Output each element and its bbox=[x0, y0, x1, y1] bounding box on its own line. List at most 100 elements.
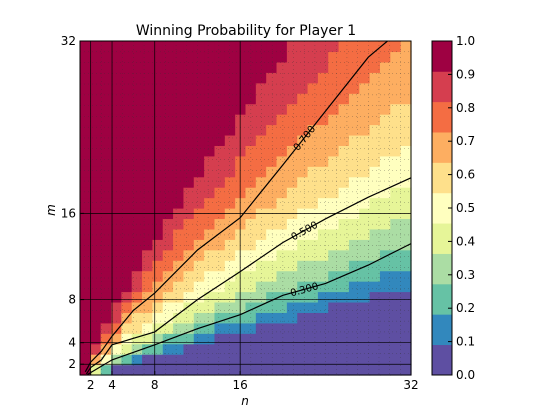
heatmap-cell bbox=[328, 134, 340, 146]
heatmap-cell bbox=[338, 291, 350, 303]
heatmap-cell bbox=[338, 176, 350, 188]
heatmap-cell bbox=[100, 103, 112, 115]
heatmap-cell bbox=[80, 187, 91, 199]
heatmap-cell bbox=[235, 322, 247, 334]
heatmap-cell bbox=[348, 124, 360, 136]
heatmap-cell bbox=[121, 301, 133, 313]
heatmap-cell bbox=[121, 239, 133, 251]
heatmap-cell bbox=[307, 166, 319, 178]
colorbar-tick-label: 0.3 bbox=[456, 268, 475, 282]
heatmap-cell bbox=[317, 260, 329, 272]
heatmap-cell bbox=[307, 333, 319, 345]
heatmap-cell bbox=[390, 354, 402, 366]
heatmap-cell bbox=[255, 228, 267, 240]
heatmap-cell bbox=[266, 364, 278, 376]
heatmap-cell bbox=[297, 270, 309, 282]
heatmap-cell bbox=[162, 239, 174, 251]
heatmap-cell bbox=[338, 270, 350, 282]
heatmap-cell bbox=[307, 124, 319, 136]
heatmap-cell bbox=[297, 114, 309, 126]
heatmap-cell bbox=[152, 333, 164, 345]
heatmap-cell bbox=[235, 364, 247, 376]
heatmap-cell bbox=[348, 322, 360, 334]
heatmap-cell bbox=[142, 72, 153, 84]
heatmap-cell bbox=[255, 301, 267, 313]
heatmap-cell bbox=[100, 364, 112, 376]
heatmap-cell bbox=[204, 176, 216, 188]
heatmap-cell bbox=[255, 270, 267, 282]
heatmap-cell bbox=[338, 260, 350, 272]
heatmap-cell bbox=[204, 228, 216, 240]
heatmap-cell bbox=[152, 228, 164, 240]
heatmap-cell bbox=[369, 218, 381, 230]
heatmap-cell bbox=[111, 61, 122, 73]
heatmap-cell bbox=[204, 343, 216, 355]
heatmap-cell bbox=[359, 270, 371, 282]
heatmap-cell bbox=[204, 364, 216, 376]
heatmap-cell bbox=[204, 322, 216, 334]
heatmap-cell bbox=[286, 291, 298, 303]
heatmap-cell bbox=[348, 260, 360, 272]
heatmap-cell bbox=[338, 166, 350, 178]
heatmap-cell bbox=[214, 218, 226, 230]
heatmap-cell bbox=[359, 176, 371, 188]
heatmap-cell bbox=[348, 239, 360, 251]
heatmap-cell bbox=[307, 93, 319, 105]
heatmap-cell bbox=[80, 291, 91, 303]
heatmap-cell bbox=[235, 93, 247, 105]
heatmap-cell bbox=[286, 93, 298, 105]
heatmap-cell bbox=[90, 333, 102, 345]
heatmap-cell bbox=[369, 270, 381, 282]
y-tick-label: 4 bbox=[68, 336, 76, 350]
heatmap-cell bbox=[90, 343, 102, 355]
heatmap-cell bbox=[276, 145, 288, 157]
heatmap-cell bbox=[80, 322, 91, 334]
heatmap-cell bbox=[121, 364, 133, 376]
heatmap-cell bbox=[204, 291, 216, 303]
heatmap-cell bbox=[193, 72, 205, 84]
heatmap-cell bbox=[297, 228, 309, 240]
heatmap-cell bbox=[121, 82, 133, 94]
heatmap-cell bbox=[297, 103, 309, 115]
heatmap-cell bbox=[338, 41, 350, 53]
heatmap-cell bbox=[266, 291, 278, 303]
heatmap-cell bbox=[193, 176, 205, 188]
heatmap-cell bbox=[183, 249, 195, 261]
heatmap-cell bbox=[369, 291, 381, 303]
heatmap-cell bbox=[173, 145, 185, 157]
heatmap-cell bbox=[390, 270, 402, 282]
heatmap-cell bbox=[348, 312, 360, 324]
heatmap-cell bbox=[266, 260, 278, 272]
heatmap-cell bbox=[338, 228, 350, 240]
heatmap-cell bbox=[379, 61, 391, 73]
heatmap-cell bbox=[286, 82, 298, 94]
heatmap-cell bbox=[224, 187, 236, 199]
heatmap-cell bbox=[307, 228, 319, 240]
heatmap-cell bbox=[286, 197, 298, 209]
heatmap-cell bbox=[245, 239, 257, 251]
heatmap-cell bbox=[297, 364, 309, 376]
heatmap-cell bbox=[214, 103, 226, 115]
heatmap-cell bbox=[80, 93, 91, 105]
heatmap-cell bbox=[121, 72, 133, 84]
heatmap-cell bbox=[100, 301, 112, 313]
heatmap-cell bbox=[245, 228, 257, 240]
heatmap-cell bbox=[173, 322, 185, 334]
heatmap-cell bbox=[183, 103, 195, 115]
heatmap-cell bbox=[369, 103, 381, 115]
colorbar-tick-label: 0.5 bbox=[456, 201, 475, 215]
heatmap-cell bbox=[214, 41, 226, 53]
heatmap-cell bbox=[235, 155, 247, 167]
heatmap-cell bbox=[286, 72, 298, 84]
heatmap-cell bbox=[111, 155, 122, 167]
heatmap-cell bbox=[235, 61, 247, 73]
heatmap-cell bbox=[173, 260, 185, 272]
heatmap-cell bbox=[255, 61, 267, 73]
heatmap-cell bbox=[235, 197, 247, 209]
heatmap-cell bbox=[111, 197, 122, 209]
heatmap-cell bbox=[359, 187, 371, 199]
heatmap-cell bbox=[111, 354, 122, 366]
heatmap-cell bbox=[80, 239, 91, 251]
heatmap-cell bbox=[80, 364, 91, 376]
heatmap-cell bbox=[214, 124, 226, 136]
